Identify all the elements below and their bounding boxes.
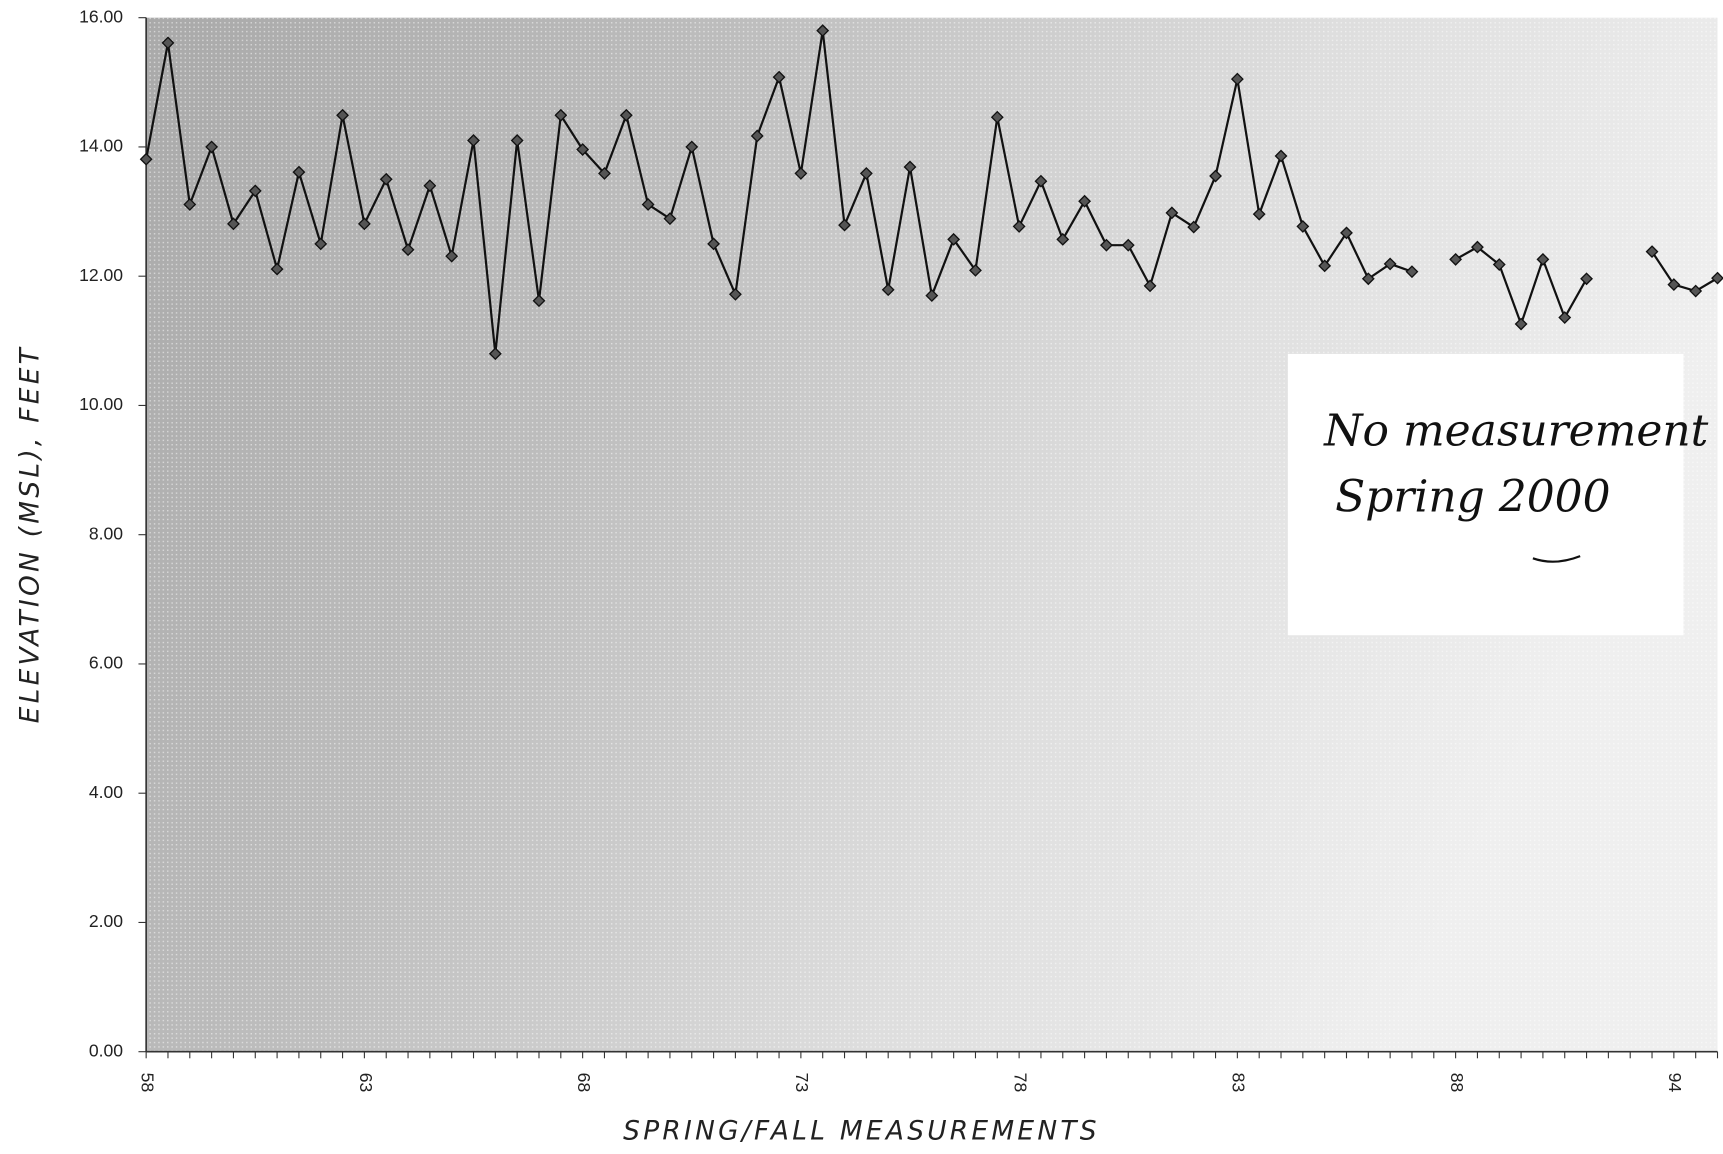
data-point	[1165, 206, 1179, 220]
data-point	[248, 184, 262, 198]
data-point	[990, 110, 1004, 124]
annotation-line: No measurement	[1323, 406, 1709, 457]
annotation-box	[1287, 353, 1684, 636]
data-point	[1296, 219, 1310, 233]
data-point	[641, 198, 655, 211]
annotation-line: Spring 2000	[1335, 472, 1611, 523]
data-point	[881, 283, 895, 297]
data-point	[969, 263, 982, 277]
data-point	[816, 24, 830, 38]
data-point	[139, 152, 153, 166]
data-point	[1405, 265, 1419, 279]
data-point	[423, 179, 437, 193]
x-tick-label: 58	[138, 1073, 158, 1093]
x-axis-title: SPRING/FALL MEASUREMENTS	[623, 1116, 1100, 1146]
y-tick-label: 2.00	[89, 911, 123, 931]
data-point	[772, 70, 786, 84]
data-point	[357, 217, 371, 231]
data-point	[467, 134, 480, 147]
data-point	[1034, 174, 1048, 188]
y-tick-label: 12.00	[79, 265, 123, 285]
data-point	[576, 143, 590, 156]
y-tick-label: 14.00	[79, 136, 123, 156]
data-point	[663, 212, 677, 226]
x-tick-label: 94	[1665, 1073, 1685, 1093]
data-point	[1449, 252, 1463, 266]
x-tick-label: 68	[574, 1073, 594, 1093]
data-point	[1536, 252, 1550, 266]
y-axis-title: ELEVATION (MSL), FEET	[15, 345, 45, 723]
data-point	[685, 140, 699, 154]
data-point	[1078, 194, 1092, 208]
data-point	[270, 262, 284, 276]
data-point	[1274, 149, 1288, 163]
data-point	[1580, 272, 1593, 286]
data-point	[598, 167, 611, 180]
data-point	[925, 289, 939, 303]
data-point	[1318, 259, 1332, 273]
data-point	[1099, 238, 1113, 252]
data-point	[1209, 169, 1222, 183]
data-point	[1689, 284, 1703, 298]
data-point	[794, 167, 808, 180]
data-point	[227, 217, 240, 231]
data-point	[903, 160, 917, 174]
data-point	[859, 167, 873, 180]
y-tick-label: 10.00	[79, 394, 123, 414]
data-point	[314, 237, 328, 251]
data-line	[1651, 251, 1719, 293]
data-point	[1252, 207, 1266, 221]
y-tick-label: 6.00	[89, 653, 123, 673]
data-point	[488, 347, 502, 361]
data-point	[1361, 272, 1375, 286]
data-point	[183, 198, 197, 211]
data-point	[336, 108, 349, 122]
data-point	[292, 165, 306, 179]
data-point	[161, 36, 175, 50]
data-point	[1340, 226, 1353, 240]
data-point	[750, 129, 764, 143]
data-point	[619, 108, 633, 122]
y-tick-label: 0.00	[89, 1040, 123, 1060]
x-tick-label: 73	[792, 1073, 812, 1093]
data-point	[401, 243, 415, 257]
y-tick-label: 8.00	[89, 523, 123, 543]
data-point	[707, 237, 721, 251]
data-point	[1230, 72, 1244, 86]
data-point	[1383, 257, 1397, 271]
data-point	[205, 140, 219, 154]
x-tick-label: 78	[1010, 1073, 1030, 1093]
x-tick-label: 88	[1447, 1073, 1467, 1093]
data-point	[838, 218, 851, 232]
data-point	[1056, 232, 1070, 246]
y-tick-label: 16.00	[79, 6, 123, 26]
data-point	[1187, 220, 1201, 234]
data-point	[554, 108, 568, 122]
data-point	[1645, 245, 1659, 259]
data-point	[445, 249, 459, 263]
data-point	[728, 287, 742, 301]
data-point	[1711, 271, 1723, 285]
data-point	[1492, 258, 1506, 271]
data-point	[1121, 238, 1135, 252]
x-tick-label: 83	[1229, 1073, 1249, 1093]
data-point	[1471, 240, 1484, 254]
data-point	[947, 232, 961, 246]
data-point	[1514, 317, 1528, 331]
data-point	[379, 172, 393, 186]
data-point	[1143, 279, 1157, 293]
data-point	[1012, 219, 1026, 233]
annotation-underline	[1532, 555, 1581, 563]
data-point	[1667, 278, 1681, 292]
data-point	[1558, 311, 1572, 324]
x-tick-label: 63	[356, 1073, 376, 1093]
y-tick-label: 4.00	[89, 782, 123, 802]
data-point	[532, 294, 546, 308]
data-point	[510, 134, 524, 147]
